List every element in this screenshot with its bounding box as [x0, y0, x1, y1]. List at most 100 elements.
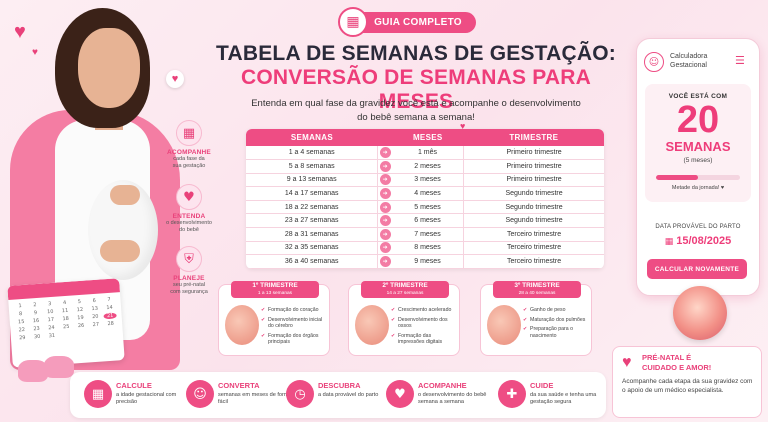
feature-desc: o desenvolvimento — [166, 220, 212, 226]
calendar-day — [60, 332, 73, 339]
bootie-left — [18, 360, 48, 382]
feature-acompanhe: ▦ ACOMPANHE cada fase da sua gestação — [158, 120, 220, 170]
months-cell: 9 meses — [391, 254, 464, 269]
due-date-text: 15/08/2025 — [676, 235, 732, 247]
recalculate-button[interactable]: CALCULAR NOVAMENTE — [647, 259, 747, 279]
weeks-cell: 23 a 27 semanas — [246, 213, 379, 229]
embryo-image — [225, 305, 259, 345]
calendar-day: 24 — [48, 324, 55, 332]
calendar-day: 14 — [106, 304, 114, 312]
trimester-title: 1º TRIMESTRE — [252, 282, 298, 289]
bottom-item-desc: semanas em meses de forma fácil — [218, 392, 292, 406]
page-title-line2: CONVERSÃO DE SEMANAS PARA MESES — [241, 66, 591, 113]
bottom-item-calcule: ▦ CALCULE a idade gestacional com precis… — [84, 378, 188, 412]
trimester-header: 2º TRIMESTRE 14 a 27 semanas — [361, 281, 449, 298]
calendar-day: 25 — [62, 323, 70, 331]
trimester-card-2: 2º TRIMESTRE 14 a 27 semanas Crescimento… — [348, 281, 460, 356]
trimester-cell: Terceiro trimestre — [463, 254, 604, 269]
subtitle-line1: Entenda em qual fase da gravidez você es… — [251, 98, 581, 109]
feature-title: ACOMPANHE — [167, 149, 211, 156]
bottom-item-title: CUIDE — [530, 381, 554, 390]
calendar-day: 16 — [32, 317, 40, 325]
list-item: Maturação dos pulmões — [523, 317, 591, 324]
progress-bar — [656, 175, 740, 180]
col-header-weeks: SEMANAS — [246, 129, 378, 146]
hand-bottom — [100, 240, 140, 262]
trimester-range: 14 a 27 semanas — [386, 291, 424, 296]
trimester-card-1: 1º TRIMESTRE 1 a 13 semanas Formação do … — [218, 281, 330, 356]
calendar-day: 1 — [18, 303, 22, 310]
progress-fill — [656, 175, 698, 180]
trimester-header: 3º TRIMESTRE 28 a 40 semanas — [493, 281, 581, 298]
pregnant-woman-photo — [0, 0, 230, 370]
calendar-day: 3 — [47, 300, 52, 308]
heart-decoration-small-icon: ♥ — [32, 47, 38, 58]
calendar-day: 4 — [62, 299, 67, 307]
calendar-day: 28 — [107, 320, 115, 328]
calendar-day: 26 — [77, 322, 85, 330]
bottom-item-converta: ☺ CONVERTA semanas em meses de forma fác… — [186, 378, 292, 412]
arrow-cell: ➜ — [377, 213, 392, 229]
love-card-title: PRÉ-NATAL É CUIDADO E AMOR! — [642, 353, 754, 373]
feature-title: ENTENDA — [172, 213, 206, 220]
months-cell: 4 meses — [391, 186, 464, 201]
weeks-cell: 1 a 4 semanas — [246, 146, 379, 161]
menu-icon[interactable]: ☰ — [735, 54, 745, 67]
heart-icon: ♥ — [386, 380, 414, 408]
trimester-list: Ganho de peso Maturação dos pulmões Prep… — [523, 307, 591, 342]
list-item: Formação das impressões digitais — [391, 333, 459, 346]
calendar-day: 23 — [33, 325, 41, 333]
table-heart-icon: ♥ — [460, 121, 466, 131]
result-label: VOCÊ ESTÁ COM — [668, 93, 728, 100]
result-card — [645, 84, 751, 202]
list-item: Formação dos órgãos principais — [261, 333, 329, 346]
bottom-item-cuide: ✚ CUIDE da sua saúde e tenha uma gestaçã… — [498, 378, 602, 412]
arrow-right-icon: ➜ — [379, 242, 391, 254]
list-item: Desenvolvimento inicial do cérebro — [261, 317, 329, 330]
weeks-unit: SEMANAS — [665, 139, 731, 154]
months-cell: 1 mês — [391, 146, 464, 161]
list-item: Ganho de peso — [523, 307, 591, 314]
weeks-cell: 32 a 35 semanas — [246, 241, 379, 256]
bootie-right — [44, 356, 74, 378]
subtitle-line2: do bebê semana a semana! — [357, 111, 475, 123]
feature-desc: seu pré-natal — [172, 282, 206, 288]
calendar-day: 30 — [33, 333, 41, 341]
arrow-right-icon: ➜ — [379, 215, 391, 227]
arrow-right-icon: ➜ — [379, 174, 391, 186]
months-value: (5 meses) — [683, 157, 713, 164]
feature-desc: do bebê — [179, 227, 199, 234]
bottom-item-title: CALCULE — [116, 381, 152, 390]
doctor-icon: ✚ — [498, 380, 526, 408]
trimester-cell: Segundo trimestre — [463, 200, 604, 215]
calendar-day: 11 — [61, 307, 69, 315]
weeks-months-table: SEMANAS MESES TRIMESTRE 1 a 4 semanas ➜ 1 … — [246, 129, 604, 269]
pregnancy-logo-icon: ☺ — [644, 52, 664, 72]
weeks-number: 20 — [676, 99, 720, 141]
months-cell: 3 meses — [391, 173, 464, 188]
bottom-item-desc: da sua saúde e tenha uma gestação segura — [530, 392, 597, 406]
arrow-right-icon: ➜ — [379, 256, 391, 268]
arrow-right-icon: ➜ — [379, 147, 391, 159]
page-title-line1: TABELA DE SEMANAS DE GESTAÇÃO: — [216, 42, 616, 65]
heart-decoration-icon: ♥ — [14, 21, 26, 43]
weeks-cell: 5 a 8 semanas — [246, 159, 379, 174]
due-date-label: DATA PROVÁVEL DO PARTO — [655, 224, 741, 230]
calendar-day: 21 — [103, 312, 117, 320]
heart-badge-icon: ♥ — [166, 70, 184, 88]
trimester-cell: Terceiro trimestre — [463, 227, 604, 242]
prenatal-love-card — [612, 346, 762, 418]
feature-entenda: ♥ ENTENDA o desenvolvimento do bebê — [158, 184, 220, 234]
arrow-cell: ➜ — [377, 241, 392, 256]
weeks-cell: 9 a 13 semanas — [246, 173, 379, 188]
calendar-clock-icon: ▦ — [338, 7, 368, 37]
list-item: Formação do coração — [261, 307, 329, 314]
love-card-text: Acompanhe cada etapa da sua gravidez com… — [622, 378, 753, 394]
arrow-cell: ➜ — [377, 159, 392, 174]
calendar-day: 31 — [48, 332, 56, 340]
arrow-cell: ➜ — [377, 186, 392, 201]
calendar-icon: ▦ — [664, 237, 674, 247]
arrow-right-icon: ➜ — [379, 160, 391, 172]
col-header-months: MESES — [391, 129, 464, 146]
bottom-item-title: DESCUBRA — [318, 381, 361, 390]
